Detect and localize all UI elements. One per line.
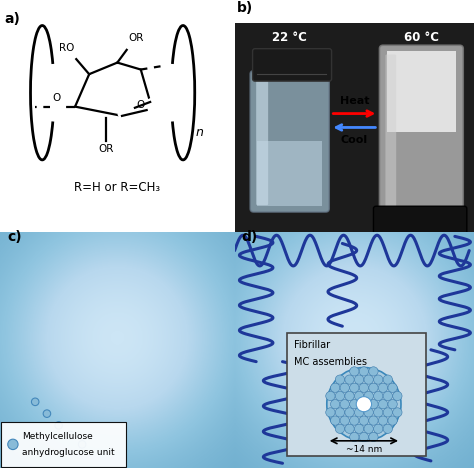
Circle shape (335, 424, 345, 433)
Text: 60 °C: 60 °C (404, 30, 439, 44)
Circle shape (369, 367, 378, 376)
FancyBboxPatch shape (387, 51, 456, 132)
Text: O: O (137, 101, 145, 110)
Circle shape (345, 424, 354, 433)
Circle shape (340, 383, 349, 392)
Circle shape (378, 416, 388, 425)
Text: a): a) (5, 12, 20, 26)
Text: c): c) (7, 230, 22, 244)
Circle shape (388, 400, 397, 409)
Circle shape (378, 400, 388, 409)
Circle shape (388, 383, 397, 392)
Circle shape (364, 424, 374, 433)
Text: Heat: Heat (339, 96, 369, 106)
Circle shape (335, 408, 345, 417)
Circle shape (350, 432, 359, 442)
Circle shape (359, 400, 369, 409)
Text: Cool: Cool (341, 135, 368, 145)
FancyBboxPatch shape (250, 71, 329, 212)
Circle shape (369, 416, 378, 425)
Circle shape (345, 408, 354, 417)
Circle shape (31, 398, 39, 406)
Circle shape (326, 391, 335, 401)
Circle shape (359, 383, 369, 392)
Circle shape (355, 408, 364, 417)
Circle shape (355, 375, 364, 384)
Text: OR: OR (98, 145, 113, 154)
Text: n: n (196, 125, 204, 139)
Circle shape (393, 408, 402, 417)
FancyBboxPatch shape (253, 49, 332, 81)
Circle shape (355, 424, 364, 433)
FancyBboxPatch shape (257, 141, 322, 206)
Text: MC assemblies: MC assemblies (294, 357, 367, 367)
Text: anhydroglucose unit: anhydroglucose unit (22, 448, 115, 457)
Circle shape (383, 424, 392, 433)
Circle shape (364, 408, 374, 417)
Circle shape (55, 422, 63, 429)
FancyBboxPatch shape (385, 54, 396, 214)
Text: OR: OR (128, 33, 144, 43)
Text: Methylcellulose: Methylcellulose (22, 431, 93, 440)
Text: RO: RO (59, 43, 74, 52)
FancyBboxPatch shape (380, 45, 463, 219)
Text: O: O (52, 93, 61, 103)
Circle shape (374, 391, 383, 401)
Circle shape (369, 383, 378, 392)
Circle shape (327, 367, 401, 441)
Circle shape (383, 408, 392, 417)
Circle shape (8, 439, 18, 450)
Circle shape (364, 391, 374, 401)
Circle shape (330, 416, 340, 425)
Circle shape (383, 375, 392, 384)
Circle shape (383, 391, 392, 401)
Circle shape (345, 391, 354, 401)
Circle shape (340, 416, 349, 425)
Circle shape (330, 383, 340, 392)
Circle shape (369, 400, 378, 409)
Circle shape (356, 396, 372, 412)
Circle shape (364, 375, 374, 384)
Text: 22 °C: 22 °C (272, 30, 307, 44)
Text: d): d) (242, 230, 258, 244)
Circle shape (359, 416, 369, 425)
Circle shape (369, 432, 378, 442)
Circle shape (330, 400, 340, 409)
Circle shape (43, 410, 51, 417)
Circle shape (345, 375, 354, 384)
Text: b): b) (237, 0, 253, 15)
Circle shape (374, 375, 383, 384)
Circle shape (378, 383, 388, 392)
Circle shape (388, 416, 397, 425)
Circle shape (359, 367, 369, 376)
FancyBboxPatch shape (256, 78, 268, 205)
Circle shape (350, 367, 359, 376)
Circle shape (393, 391, 402, 401)
Circle shape (78, 440, 86, 448)
Text: ~14 nm: ~14 nm (346, 445, 382, 454)
Circle shape (355, 391, 364, 401)
Circle shape (350, 416, 359, 425)
Text: R=H or R=CH₃: R=H or R=CH₃ (74, 181, 160, 194)
FancyBboxPatch shape (374, 206, 467, 234)
Circle shape (350, 400, 359, 409)
FancyBboxPatch shape (235, 23, 474, 236)
Circle shape (374, 424, 383, 433)
Text: Fibrillar: Fibrillar (294, 340, 330, 351)
Circle shape (326, 408, 335, 417)
Circle shape (340, 400, 349, 409)
Circle shape (359, 432, 369, 442)
Circle shape (350, 383, 359, 392)
Circle shape (335, 375, 345, 384)
Circle shape (374, 408, 383, 417)
FancyBboxPatch shape (1, 422, 126, 467)
FancyBboxPatch shape (287, 333, 426, 456)
Circle shape (335, 391, 345, 401)
Circle shape (67, 431, 74, 439)
